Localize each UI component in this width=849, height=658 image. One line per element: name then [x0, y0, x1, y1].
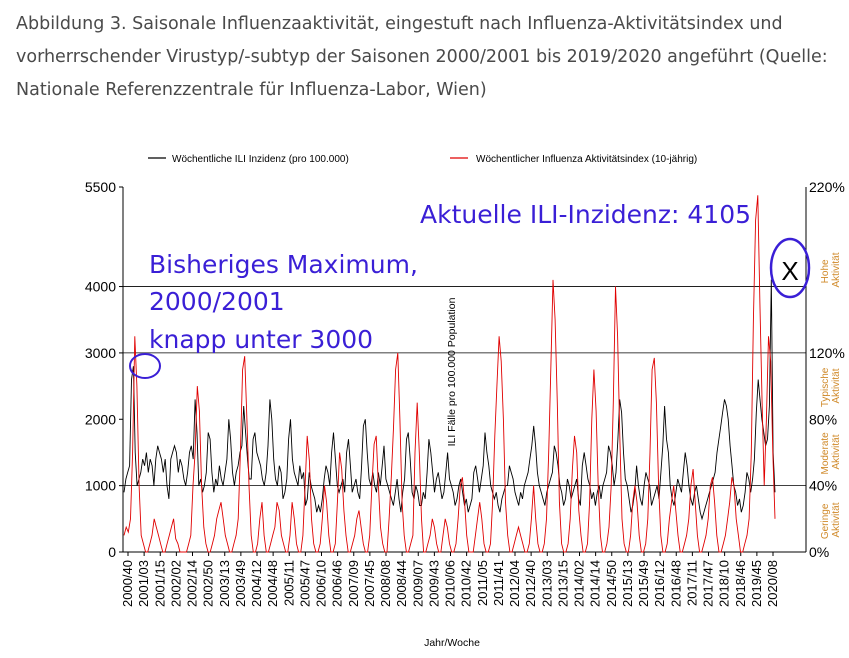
annotation-current-ili: Aktuelle ILI-Inzidenz: 4105	[420, 200, 751, 229]
x-tick-label: 2014/02	[572, 560, 587, 607]
x-tick-label: 2018/46	[733, 560, 748, 607]
band-moderate-line2: Aktivität	[831, 434, 842, 469]
x-tick-label: 2018/10	[717, 560, 732, 607]
annotation-previous-max-line1: Bisheriges Maximum,	[149, 250, 418, 279]
x-tick-label: 2004/12	[249, 560, 264, 607]
x-tick-label: 2017/11	[684, 560, 699, 606]
x-tick-label: 2003/13	[217, 560, 232, 607]
x-tick-labels: 2000/40 2001/03 2001/15 2002/02 2002/14 2002/…	[120, 552, 780, 607]
x-tick-label: 2014/50	[604, 560, 619, 607]
x-tick-label: 2002/50	[201, 560, 216, 607]
x-tick-label: 2013/15	[555, 560, 570, 607]
y-right-tick-label: 0%	[809, 544, 829, 560]
x-tick-label: 2005/47	[297, 560, 312, 607]
x-tick-label: 2001/15	[152, 560, 167, 607]
x-tick-label: 2002/14	[185, 560, 200, 607]
y-right-tick-label: 80%	[809, 411, 837, 427]
activity-band-labels: Geringe Aktivität Moderate Aktivität Typ…	[820, 252, 842, 539]
x-tick-label: 2009/07	[410, 560, 425, 607]
band-moderate-line1: Moderate	[820, 432, 831, 475]
x-tick-label: 2011/05	[475, 560, 490, 606]
band-hohe-line1: Hohe	[820, 259, 831, 283]
band-typische-line1: Typische	[820, 367, 831, 407]
x-tick-label: 2015/49	[636, 560, 651, 607]
x-tick-label: 2008/44	[394, 560, 409, 607]
x-tick-label: 2019/45	[749, 560, 764, 607]
x-tick-label: 2002/02	[168, 560, 183, 607]
x-tick-label: 2007/09	[346, 560, 361, 607]
x-tick-label: 2014/14	[588, 560, 603, 607]
band-typische-line2: Aktivität	[831, 368, 842, 403]
x-tick-label: 2006/46	[330, 560, 345, 607]
x-tick-label: 2008/08	[378, 560, 393, 607]
x-tick-label: 2013/03	[539, 560, 554, 607]
annotation-current-marker: X	[781, 256, 798, 286]
x-tick-label: 2015/13	[620, 560, 635, 607]
band-hohe-line2: Aktivität	[831, 252, 842, 287]
x-tick-label: 2011/41	[491, 560, 506, 606]
x-tick-label: 2012/40	[523, 560, 538, 607]
x-tick-label: 2016/48	[668, 560, 683, 607]
y-right-tick-label: 40%	[809, 478, 837, 494]
series-line-influenza	[123, 195, 776, 553]
band-geringe-line1: Geringe	[820, 503, 831, 539]
x-tick-label: 2007/45	[362, 560, 377, 607]
legend: Wöchentliche ILI Inzidenz (pro 100.000) …	[148, 154, 697, 165]
y-tick-label: 4000	[85, 279, 116, 295]
x-tick-label: 2012/04	[507, 560, 522, 607]
legend-label-influenza: Wöchentlicher Influenza Aktivitätsindex …	[476, 154, 697, 165]
x-tick-label: 2001/03	[136, 560, 151, 607]
annotation-previous-max-line2: 2000/2001	[149, 287, 285, 316]
x-tick-label: 2005/11	[281, 560, 296, 606]
x-tick-label: 2006/10	[314, 560, 329, 607]
band-label-geringe: Geringe Aktivität	[820, 501, 842, 539]
x-tick-label: 2009/43	[426, 560, 441, 607]
x-tick-label: 2020/08	[765, 560, 780, 607]
x-tick-label: 2004/48	[265, 560, 280, 607]
annotation-previous-max-circle	[129, 353, 161, 379]
y-right-tick-label: 220%	[809, 179, 845, 195]
band-label-hohe: Hohe Aktivität	[820, 252, 842, 287]
y-tick-label: 5500	[85, 179, 116, 195]
right-tick-labels: 0% 40% 80% 120% 220%	[809, 179, 845, 560]
legend-label-ili: Wöchentliche ILI Inzidenz (pro 100.000)	[172, 154, 349, 165]
gridlines	[123, 286, 806, 487]
y-tick-label: 2000	[85, 411, 116, 427]
left-tick-labels: 0 1000 2000 3000 4000 5500	[85, 179, 123, 560]
x-tick-label: 2003/49	[233, 560, 248, 607]
x-tick-label: 2000/40	[120, 560, 135, 607]
annotations: Aktuelle ILI-Inzidenz: 4105 Bisheriges M…	[129, 200, 811, 379]
x-axis-title: Jahr/Woche	[424, 637, 480, 649]
band-label-moderate: Moderate Aktivität	[820, 429, 842, 474]
x-tick-label: 2010/06	[443, 560, 458, 607]
x-tick-label: 2017/47	[701, 560, 716, 607]
annotation-previous-max-line3: knapp unter 3000	[149, 325, 373, 354]
y-tick-label: 1000	[85, 478, 116, 494]
y-tick-label: 0	[108, 544, 116, 560]
band-geringe-line2: Aktivität	[831, 502, 842, 537]
figure-caption: Abbildung 3. Saisonale Influenzaaktivitä…	[16, 14, 828, 100]
y-axis-title: ILI Fälle pro 100.000 Population	[446, 297, 458, 446]
series-line-ili	[123, 279, 776, 521]
y-tick-label: 3000	[85, 345, 116, 361]
x-tick-label: 2010/42	[459, 560, 474, 607]
y-right-tick-label: 120%	[809, 345, 845, 361]
x-tick-label: 2016/12	[652, 560, 667, 607]
annotation-current-circle	[769, 237, 811, 299]
band-label-typische: Typische Aktivität	[820, 365, 842, 407]
